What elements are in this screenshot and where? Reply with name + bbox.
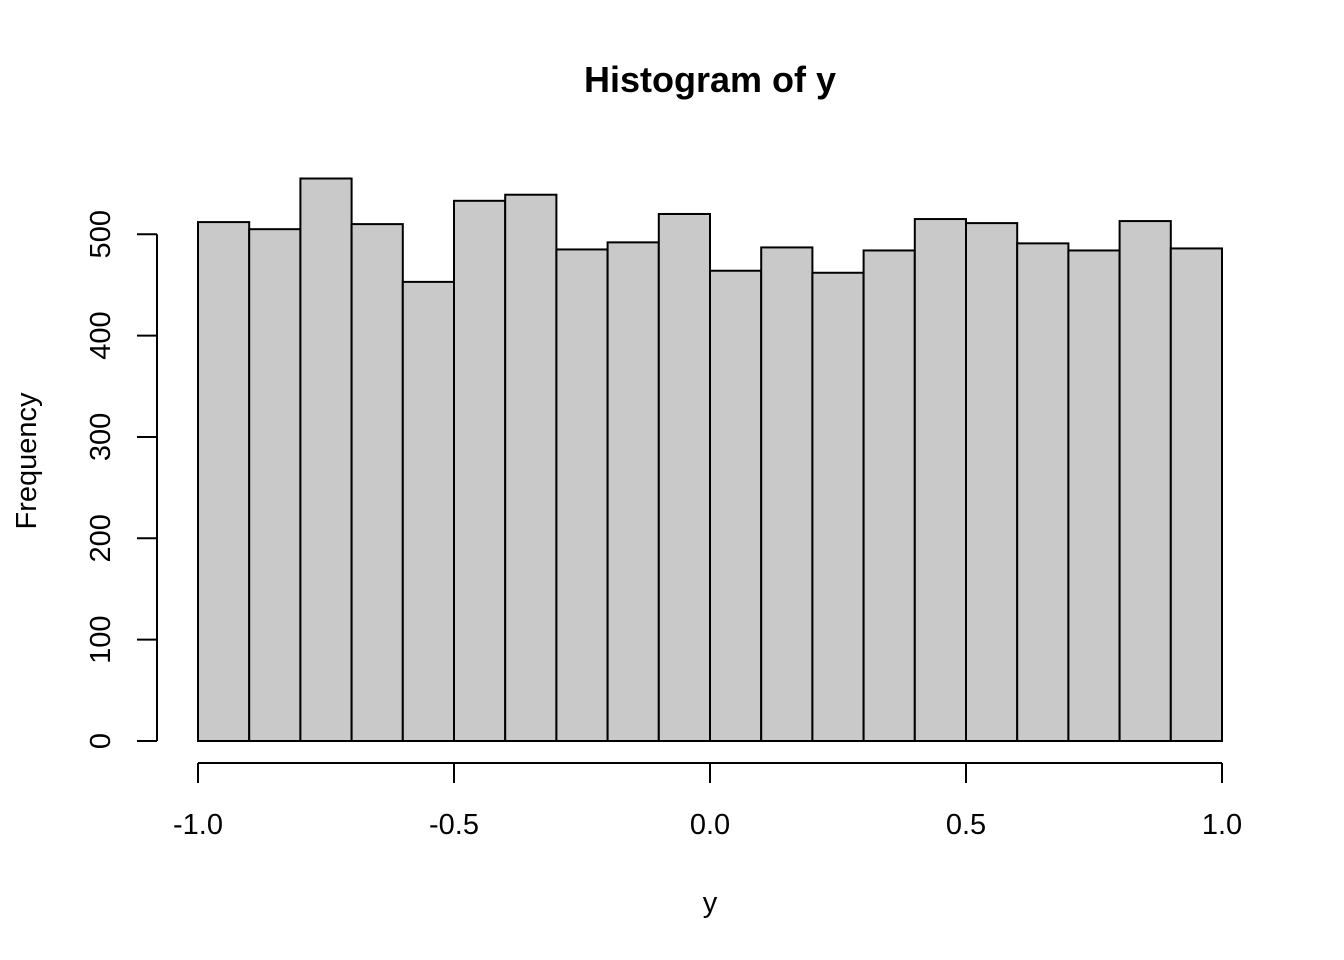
histogram-bar: [657, 212, 711, 743]
histogram-bar: [299, 177, 353, 742]
y-tick-label: 400: [85, 311, 117, 359]
histogram-bar: [453, 199, 507, 742]
x-tick-label: 0.5: [946, 809, 986, 841]
histogram-bar: [1118, 220, 1172, 742]
histogram-bar: [913, 218, 967, 743]
y-axis: 0 100 200 300 400 500: [85, 210, 158, 749]
x-tick-label: -1.0: [173, 809, 223, 841]
histogram-bar: [401, 280, 455, 742]
histogram-bar: [1169, 247, 1224, 742]
bars-group: [197, 177, 1224, 743]
y-tick-label: 500: [85, 210, 117, 258]
y-axis-label: Frequency: [11, 392, 43, 530]
histogram-bar: [1067, 249, 1121, 742]
histogram-bar: [350, 223, 404, 743]
histogram-bar: [1016, 242, 1070, 743]
y-tick-label: 100: [85, 615, 117, 663]
histogram-bar: [811, 271, 865, 742]
x-tick-label: 1.0: [1202, 809, 1242, 841]
histogram-bar: [197, 221, 251, 742]
y-tick-label: 300: [85, 413, 117, 461]
histogram-bar: [965, 222, 1019, 742]
x-axis: -1.0 -0.5 0.0 0.5 1.0: [173, 762, 1242, 841]
x-tick-label: -0.5: [429, 809, 479, 841]
x-tick-label: 0.0: [690, 809, 730, 841]
histogram-bar: [862, 249, 916, 742]
y-tick-label: 0: [85, 733, 117, 749]
histogram-bar: [555, 248, 609, 742]
histogram-bar: [709, 269, 763, 742]
histogram-bar: [606, 241, 660, 742]
histogram-bar: [760, 246, 814, 742]
chart-title: Histogram of y: [584, 59, 836, 100]
histogram-bar: [504, 193, 558, 742]
x-axis-label: y: [703, 887, 718, 919]
y-tick-label: 200: [85, 514, 117, 562]
histogram-bar: [248, 228, 302, 742]
